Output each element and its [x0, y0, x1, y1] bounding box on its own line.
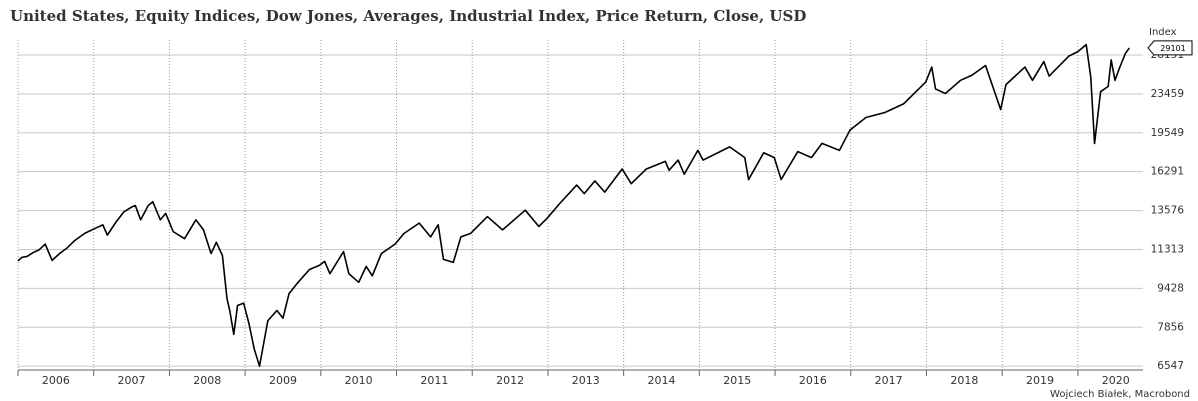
x-tick-label: 2020 — [1102, 374, 1130, 387]
x-tick-label: 2013 — [572, 374, 600, 387]
series-line — [17, 43, 1131, 367]
x-tick-label: 2007 — [118, 374, 146, 387]
x-tick-label: 2018 — [950, 374, 978, 387]
x-tick-label: 2017 — [875, 374, 903, 387]
y-tick-label: 23459 — [1151, 88, 1184, 100]
x-tick-label: 2019 — [1026, 374, 1054, 387]
chart-title: United States, Equity Indices, Dow Jones… — [10, 7, 806, 25]
last-value-tag — [1147, 40, 1193, 56]
y-axis-label: Index — [1149, 27, 1177, 38]
x-tick-label: 2016 — [799, 374, 827, 387]
x-tick-label: 2009 — [269, 374, 297, 387]
x-tick-label: 2006 — [42, 374, 70, 387]
y-tick-label: 11313 — [1151, 243, 1184, 255]
y-tick-label: 16291 — [1151, 166, 1184, 178]
y-tick-label: 9428 — [1157, 282, 1184, 294]
x-tick-label: 2012 — [496, 374, 524, 387]
source: Wojciech Białek, Macrobond — [1050, 389, 1190, 400]
x-tick-label: 2014 — [648, 374, 676, 387]
x-tick-label: 2011 — [420, 374, 448, 387]
x-tick-label: 2008 — [193, 374, 221, 387]
y-tick-label: 13576 — [1151, 205, 1185, 217]
last-value-label: 29101 — [1160, 44, 1185, 53]
y-tick-label: 19549 — [1151, 127, 1184, 139]
x-tick-label: 2010 — [345, 374, 373, 387]
y-tick-label: 7856 — [1157, 321, 1184, 333]
y-tick-label: 6547 — [1157, 360, 1184, 372]
x-tick-label: 2015 — [723, 374, 751, 387]
